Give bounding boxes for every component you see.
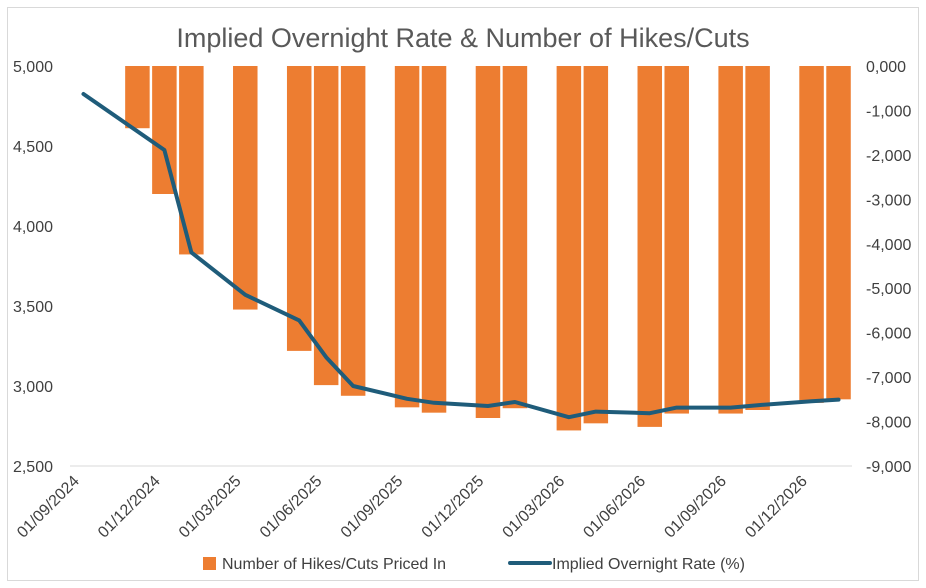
x-tick-label: 01/06/2025 [257, 473, 326, 542]
bar [583, 66, 609, 424]
y-right-tick-label: -3,000 [866, 192, 911, 209]
x-tick-label: 01/09/2026 [661, 473, 730, 542]
bar [313, 66, 339, 386]
x-tick-label: 01/09/2024 [14, 473, 83, 542]
x-tick-label: 01/12/2026 [742, 473, 811, 542]
legend-swatch-bar [203, 557, 216, 570]
y-left-tick-label: 3,000 [13, 379, 53, 396]
bar [152, 66, 177, 194]
y-left-tick-label: 4,000 [13, 219, 53, 236]
bar-series [125, 66, 851, 431]
bar [286, 66, 312, 351]
legend-label-line: Implied Overnight Rate (%) [552, 556, 745, 573]
legend: Number of Hikes/Cuts Priced In Implied Ov… [203, 556, 745, 573]
chart-title: Implied Overnight Rate & Number of Hikes… [176, 23, 749, 53]
bar [799, 66, 824, 403]
y-right-tick-label: -2,000 [866, 148, 911, 165]
x-tick-label: 01/12/2024 [95, 473, 164, 542]
bar [664, 66, 689, 414]
y-left-tick-label: 3,500 [13, 299, 53, 316]
x-tick-label: 01/09/2025 [338, 473, 407, 542]
x-tick-label: 01/12/2025 [419, 473, 488, 542]
y-right-tick-label: -8,000 [866, 415, 911, 432]
y-right-tick-label: -6,000 [866, 326, 911, 343]
x-tick-label: 01/06/2026 [580, 473, 649, 542]
bar [826, 66, 851, 400]
y-right-tick-label: -7,000 [866, 370, 911, 387]
y-right-tick-label: -4,000 [866, 237, 911, 254]
bar [421, 66, 447, 413]
line-series [81, 92, 841, 420]
y-right-tick-label: -1,000 [866, 103, 911, 120]
bar [394, 66, 420, 408]
bar [125, 66, 150, 129]
y-left-tick-label: 4,500 [13, 139, 53, 156]
legend-label-bar: Number of Hikes/Cuts Priced In [222, 556, 446, 573]
axes: 2,500 3,000 3,500 4,000 4,500 5,000 -9,000 -8,0… [13, 59, 912, 541]
y-right-tick-label: -5,000 [866, 281, 911, 298]
y-right-tick-label: -9,000 [866, 459, 911, 476]
bar [637, 66, 663, 427]
y-left-tick-label: 5,000 [13, 59, 53, 76]
bar [340, 66, 366, 396]
x-tick-label: 01/03/2025 [176, 473, 245, 542]
y-left-tick-label: 2,500 [13, 459, 53, 476]
x-tick-label: 01/03/2026 [500, 473, 569, 542]
y-right-tick-label: 0,000 [866, 59, 906, 76]
bar [745, 66, 770, 410]
line-implied-rate [81, 92, 841, 420]
bar [233, 66, 258, 310]
bar [475, 66, 501, 418]
bar [718, 66, 743, 414]
bar [556, 66, 582, 431]
bar [502, 66, 528, 409]
